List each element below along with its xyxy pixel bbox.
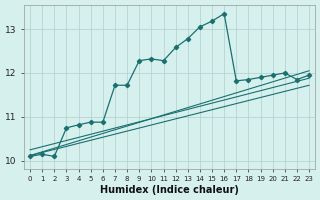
X-axis label: Humidex (Indice chaleur): Humidex (Indice chaleur) [100, 185, 239, 195]
